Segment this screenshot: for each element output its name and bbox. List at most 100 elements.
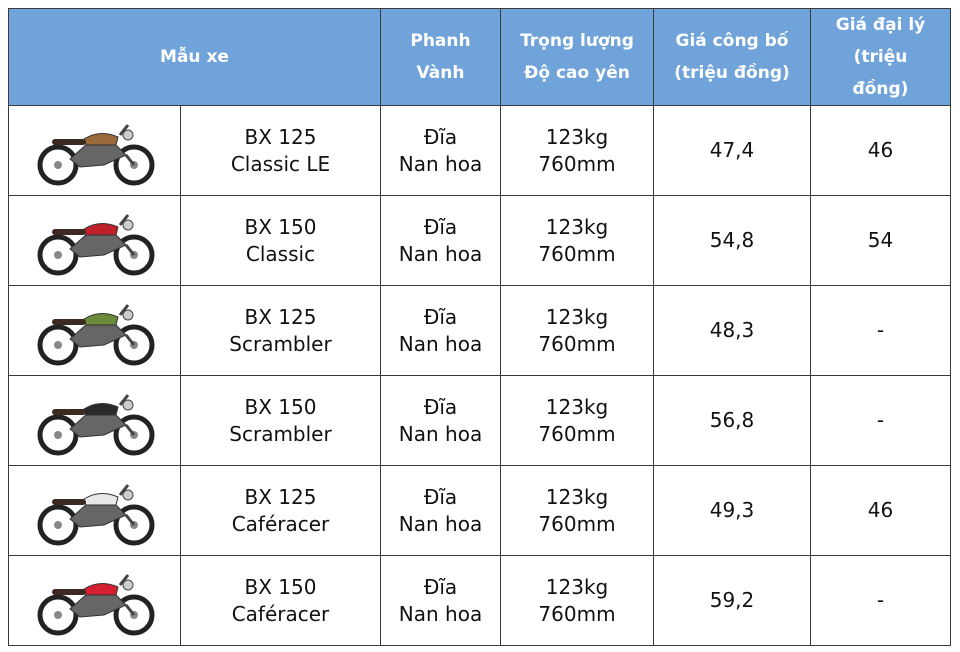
image-cell (8, 195, 181, 286)
data-cell: BX 125 Classic LE (180, 105, 381, 196)
data-cell: BX 150 Classic (180, 195, 381, 286)
data-cell: BX 125 Scrambler (180, 285, 381, 376)
cell-text: 47,4 (709, 138, 755, 162)
cell-line: Phanh (410, 31, 471, 51)
cell-line: Đĩa (423, 304, 458, 329)
price-table-container: Mẫu xe Phanh Vành Trọng lượng Độ cao yên Giá … (8, 8, 951, 646)
data-cell: BX 150 Scrambler (180, 375, 381, 466)
cell-line: đồng) (852, 79, 909, 99)
data-cell: 123kg 760mm (500, 195, 654, 286)
cell-line: 760mm (538, 601, 616, 626)
cell-text: 54,8 (709, 228, 755, 252)
cell-line: Giá đại lý (835, 15, 926, 35)
cell-line: 760mm (538, 421, 616, 446)
cell-line: Độ cao yên (524, 63, 630, 83)
cell-line: BX 125 (244, 124, 317, 149)
cell-line: 123kg (545, 304, 609, 329)
cell-line: 760mm (538, 151, 616, 176)
data-cell: 123kg 760mm (500, 105, 654, 196)
data-cell: 54,8 (653, 195, 811, 286)
data-cell: 46 (810, 105, 951, 196)
price-table: Mẫu xe Phanh Vành Trọng lượng Độ cao yên Giá … (8, 8, 951, 646)
cell-line: BX 150 (244, 574, 317, 599)
data-cell: 123kg 760mm (500, 555, 654, 646)
data-cell: 123kg 760mm (500, 375, 654, 466)
cell-line: Scrambler (229, 331, 332, 356)
cell-line: Trọng lượng (520, 31, 634, 51)
cell-line: (triệu đồng) (674, 63, 790, 83)
header-row: Mẫu xe Phanh Vành Trọng lượng Độ cao yên Giá … (8, 8, 951, 106)
cell-text: - (876, 408, 885, 432)
data-cell: - (810, 285, 951, 376)
data-cell: 47,4 (653, 105, 811, 196)
image-cell (8, 285, 181, 376)
cell-line: BX 125 (244, 304, 317, 329)
motorcycle-image (37, 393, 154, 455)
image-cell (8, 465, 181, 556)
cell-text: 46 (867, 498, 894, 522)
table-row: BX 125 Scrambler Đĩa Nan hoa 123kg 760mm 48,3 - (8, 285, 951, 376)
cell-line: 123kg (545, 124, 609, 149)
cell-line: BX 125 (244, 484, 317, 509)
header-cell: Phanh Vành (380, 8, 501, 106)
cell-line: Caféracer (231, 601, 330, 626)
cell-text: - (876, 588, 885, 612)
data-cell: Đĩa Nan hoa (380, 555, 501, 646)
data-cell: 49,3 (653, 465, 811, 556)
cell-line: Vành (416, 63, 465, 83)
cell-line: BX 150 (244, 214, 317, 239)
cell-text: 48,3 (709, 318, 755, 342)
header-cell: Giá đại lý (triệu đồng) (810, 8, 951, 106)
data-cell: Đĩa Nan hoa (380, 105, 501, 196)
data-cell: BX 150 Caféracer (180, 555, 381, 646)
cell-line: Scrambler (229, 421, 332, 446)
cell-line: Nan hoa (398, 241, 483, 266)
data-cell: 59,2 (653, 555, 811, 646)
cell-line: Classic LE (230, 151, 331, 176)
cell-line: Đĩa (423, 124, 458, 149)
cell-line: Nan hoa (398, 601, 483, 626)
cell-line: (triệu (853, 47, 908, 67)
cell-text: - (876, 318, 885, 342)
cell-line: Nan hoa (398, 331, 483, 356)
cell-line: Đĩa (423, 394, 458, 419)
image-cell (8, 375, 181, 466)
data-cell: 123kg 760mm (500, 465, 654, 556)
cell-line: BX 150 (244, 394, 317, 419)
header-cell: Trọng lượng Độ cao yên (500, 8, 654, 106)
cell-text: 49,3 (709, 498, 755, 522)
image-cell (8, 555, 181, 646)
image-cell (8, 105, 181, 196)
cell-line: Đĩa (423, 214, 458, 239)
cell-line: Đĩa (423, 484, 458, 509)
motorcycle-image (37, 303, 154, 365)
header-cell: Giá công bố (triệu đồng) (653, 8, 811, 106)
cell-line: 123kg (545, 484, 609, 509)
table-row: BX 150 Scrambler Đĩa Nan hoa 123kg 760mm 56,8- (8, 375, 951, 466)
data-cell: - (810, 375, 951, 466)
data-cell: Đĩa Nan hoa (380, 465, 501, 556)
motorcycle-image (37, 483, 154, 545)
data-cell: 123kg 760mm (500, 285, 654, 376)
cell-text: 54 (867, 228, 894, 252)
cell-text: 56,8 (709, 408, 755, 432)
data-cell: BX 125 Caféracer (180, 465, 381, 556)
table-row: BX 125 Caféracer Đĩa Nan hoa 123kg 760mm 49,3 4… (8, 465, 951, 556)
cell-text: Mẫu xe (160, 47, 229, 67)
cell-line: 760mm (538, 241, 616, 266)
cell-line: Đĩa (423, 574, 458, 599)
cell-text: 46 (867, 138, 894, 162)
motorcycle-image (37, 123, 154, 185)
cell-line: Nan hoa (398, 421, 483, 446)
cell-line: Nan hoa (398, 511, 483, 536)
data-cell: - (810, 555, 951, 646)
cell-line: Caféracer (231, 511, 330, 536)
table-row: BX 150 Caféracer Đĩa Nan hoa 123kg 760mm 59,2- (8, 555, 951, 646)
header-cell: Mẫu xe (8, 8, 381, 106)
data-cell: 56,8 (653, 375, 811, 466)
motorcycle-image (37, 573, 154, 635)
cell-line: 760mm (538, 331, 616, 356)
cell-line: Classic (245, 241, 316, 266)
data-cell: Đĩa Nan hoa (380, 375, 501, 466)
cell-text: 59,2 (709, 588, 755, 612)
